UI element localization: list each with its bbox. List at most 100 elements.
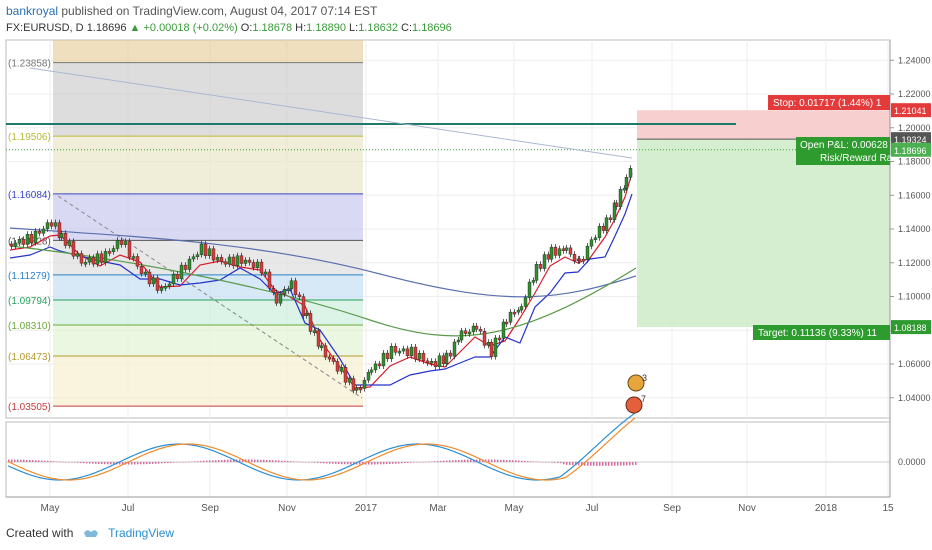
publish-text: published on TradingView.com, August 04,…	[61, 4, 378, 18]
candle-body	[259, 261, 264, 274]
histogram-bar	[53, 461, 55, 462]
histogram-bar	[527, 461, 529, 462]
candle-body	[13, 242, 18, 247]
histogram-bar	[521, 460, 523, 462]
histogram-bar	[440, 460, 442, 462]
candle-body	[561, 248, 566, 251]
histogram-bar	[89, 462, 91, 464]
candle-body	[119, 240, 124, 245]
candle-body	[527, 281, 532, 298]
tradingview-brand[interactable]: TradingView	[108, 526, 175, 540]
candle-body	[482, 330, 487, 346]
candle-body	[219, 257, 224, 262]
histogram-bar	[305, 462, 307, 463]
histogram-bar	[296, 461, 298, 463]
candle-body	[377, 363, 382, 367]
histogram-bar	[416, 462, 418, 463]
candle-body	[263, 271, 268, 275]
x-tick-label: 2018	[815, 503, 838, 514]
histogram-bar	[95, 462, 97, 464]
ma-long-line	[9, 245, 637, 337]
histogram-bar	[512, 460, 514, 462]
candle-body	[127, 241, 132, 258]
low-value: 1.18632	[358, 22, 398, 34]
histogram-bar	[134, 462, 136, 465]
last-price-tag: 1.18696	[894, 146, 927, 156]
candle-body	[274, 292, 279, 304]
candle-body	[33, 230, 38, 243]
x-tick-label: Jul	[122, 503, 135, 514]
candle-body	[589, 239, 594, 247]
candle-body	[323, 345, 328, 358]
candle-body	[474, 325, 479, 330]
histogram-bar	[548, 462, 550, 463]
histogram-bar	[467, 459, 469, 462]
x-tick-label: Sep	[201, 503, 219, 514]
histogram-bar	[587, 462, 589, 466]
open-label: O:	[240, 22, 253, 34]
histogram-bar	[434, 461, 436, 462]
histogram-bar	[458, 459, 460, 462]
y-tick-label: 1.12000	[898, 258, 931, 268]
y-tick-label: 1.16000	[898, 190, 931, 200]
ma-slow-line	[9, 227, 637, 298]
histogram-bar	[407, 462, 409, 464]
histogram-bar	[488, 459, 490, 462]
candle-body	[331, 358, 336, 362]
histogram-bar	[566, 462, 568, 465]
candle-body	[452, 341, 457, 357]
histogram-bar	[539, 461, 541, 463]
candle-body	[339, 367, 344, 372]
candle-body	[585, 245, 590, 260]
candle-body	[504, 321, 509, 325]
histogram-bar	[476, 459, 478, 462]
event-count: 7	[641, 394, 646, 404]
histogram-bar	[605, 462, 607, 466]
histogram-bar	[389, 462, 391, 464]
candle-body	[393, 346, 398, 353]
candle-body	[211, 248, 216, 261]
candle-body	[29, 234, 34, 243]
histogram-bar	[569, 462, 571, 466]
fib-band	[53, 193, 363, 241]
histogram-bar	[452, 460, 454, 462]
histogram-bar	[374, 462, 376, 465]
histogram-bar	[284, 460, 286, 462]
histogram-bar	[128, 462, 130, 465]
candle-body	[343, 367, 348, 383]
histogram-bar	[518, 460, 520, 462]
candle-body	[227, 256, 232, 265]
candle-body	[179, 264, 184, 280]
histogram-bar	[395, 462, 397, 464]
histogram-bar	[593, 462, 595, 466]
candle-body	[581, 258, 586, 262]
high-label: H:	[295, 22, 307, 34]
candle-body	[289, 280, 294, 289]
histogram-bar	[563, 462, 565, 465]
histogram-bar	[179, 462, 181, 463]
candle-body	[91, 257, 96, 265]
histogram-bar	[443, 460, 445, 462]
histogram-bar	[491, 459, 493, 462]
histogram-bar	[293, 461, 295, 462]
histogram-bar	[347, 462, 349, 465]
candle-body	[373, 363, 378, 371]
histogram-bar	[341, 462, 343, 465]
histogram-bar	[206, 460, 208, 462]
candle-body	[564, 247, 569, 251]
author-name[interactable]: bankroyal	[6, 4, 59, 18]
fib-level-label: (1.13328)	[8, 236, 51, 247]
candle-body	[53, 222, 58, 227]
candle-body	[167, 283, 172, 287]
candle-body	[478, 329, 483, 332]
histogram-bar	[545, 462, 547, 463]
histogram-bar	[380, 462, 382, 465]
histogram-bar	[515, 460, 517, 462]
fib-band	[53, 136, 363, 194]
fib-band	[53, 274, 363, 300]
histogram-bar	[398, 462, 400, 464]
histogram-bar	[224, 459, 226, 462]
candle-body	[239, 255, 244, 264]
histogram-bar	[137, 462, 139, 465]
